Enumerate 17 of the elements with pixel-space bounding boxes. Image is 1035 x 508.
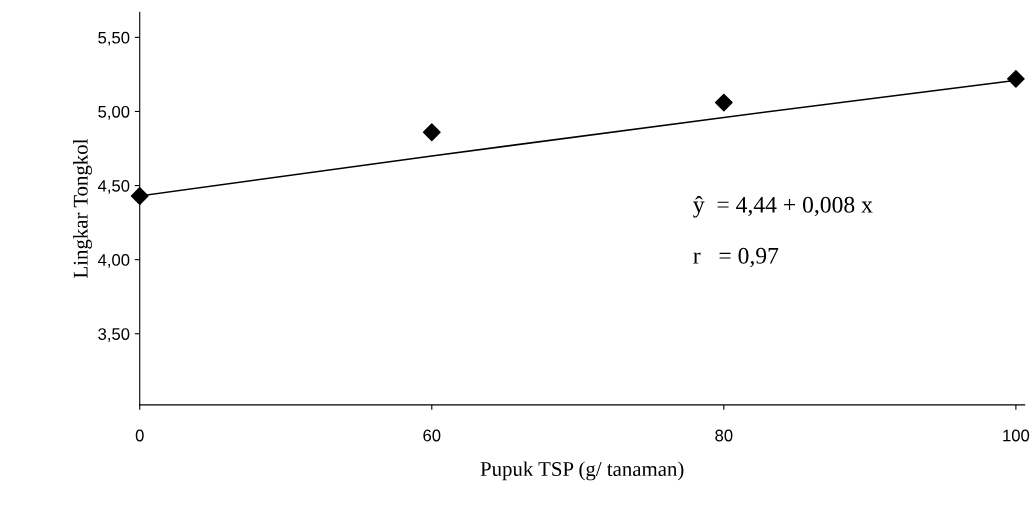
point <box>714 93 733 112</box>
y-tick-label: 5,50 <box>98 31 130 46</box>
point <box>1006 69 1025 88</box>
y-tick-label: 5,00 <box>98 105 130 120</box>
y-tick-label: 4,00 <box>97 254 130 268</box>
x-tick-label: 80 <box>715 429 733 442</box>
point <box>422 123 441 142</box>
y-tick-label: 4,50 <box>97 179 130 194</box>
y-axis-title: Lingkar Tongkol <box>73 138 93 278</box>
y-tick-label: 3,50 <box>98 328 130 342</box>
point <box>130 187 149 205</box>
annotation: r = 0,97 <box>693 247 779 268</box>
x-axis-title: Pupuk TSP (g/ tanaman) <box>480 461 684 481</box>
x-tick-label: 0 <box>135 429 144 442</box>
x-tick-label: 60 <box>423 429 441 442</box>
annotation: ŷ = 4,44 + 0,008 x <box>693 196 873 218</box>
x-tick-label: 100 <box>1003 429 1030 442</box>
